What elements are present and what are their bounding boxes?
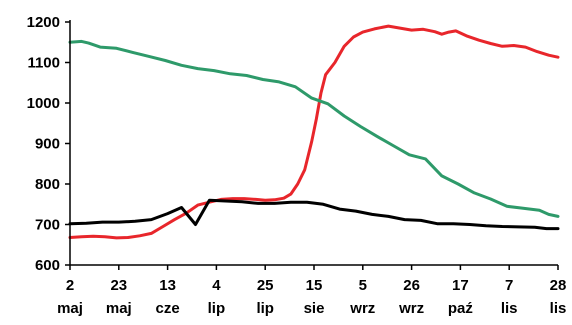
x-tick-label-day-9: 7 [505, 277, 513, 294]
x-tick-label-day-10: 28 [550, 277, 567, 294]
x-tick-label-month-3: lip [208, 300, 226, 317]
x-tick-label-day-8: 17 [452, 277, 469, 294]
series-line-2 [68, 39, 560, 218]
y-tick-label-1200: 1200 [27, 14, 60, 31]
x-tick-label-day-3: 4 [212, 277, 221, 294]
series-layer [68, 24, 560, 240]
x-tick-label-month-9: lis [501, 300, 518, 317]
series-line-3 [68, 198, 560, 231]
label-layer: 600 700 800 900 1000 1100 1200 2 maj 23 maj 13 cze 4 l… [27, 14, 567, 317]
x-tick-label-day-1: 23 [110, 277, 127, 294]
y-tick-label-900: 900 [35, 136, 60, 153]
y-tick-label-600: 600 [35, 257, 60, 274]
x-tick-label-month-6: wrz [349, 300, 375, 317]
x-tick-label-day-7: 26 [403, 277, 420, 294]
y-tick-label-700: 700 [35, 217, 60, 234]
x-tick-label-day-0: 2 [66, 277, 74, 294]
x-tick-label-day-4: 25 [257, 277, 274, 294]
y-tick-label-800: 800 [35, 176, 60, 193]
x-tick-label-day-5: 15 [306, 277, 323, 294]
y-tick-label-1100: 1100 [27, 55, 60, 72]
x-tick-label-month-2: cze [156, 300, 180, 317]
x-tick-label-month-10: lis [550, 300, 567, 317]
x-tick-label-month-0: maj [57, 300, 83, 317]
x-tick-label-day-6: 5 [359, 277, 367, 294]
x-tick-label-month-8: paź [448, 300, 473, 317]
y-tick-label-1000: 1000 [27, 95, 60, 112]
x-tick-label-month-5: sie [304, 300, 325, 317]
x-tick-label-day-2: 13 [159, 277, 176, 294]
series-line-1 [68, 24, 560, 240]
x-tick-label-month-7: wrz [398, 300, 424, 317]
x-tick-label-month-1: maj [106, 300, 132, 317]
x-tick-label-month-4: lip [256, 300, 274, 317]
axes-layer [65, 20, 559, 270]
